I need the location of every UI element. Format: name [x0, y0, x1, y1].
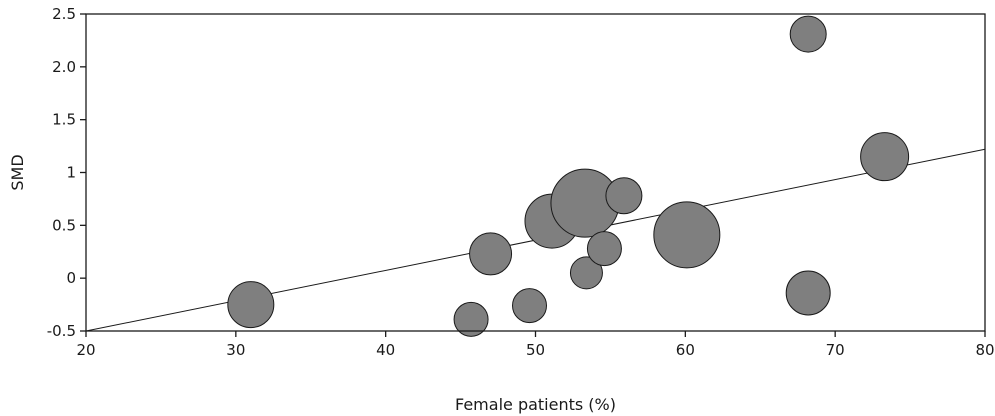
- x-tick-label: 20: [76, 341, 95, 359]
- bubble-12: [785, 270, 831, 316]
- y-tick-label: -0.5: [47, 322, 76, 340]
- y-tick-label: 1.5: [52, 111, 76, 129]
- bubble-10: [653, 201, 721, 269]
- bubble-8: [586, 231, 622, 267]
- x-tick-label: 80: [975, 341, 994, 359]
- x-axis-title: Female patients (%): [455, 395, 616, 414]
- bubble-1: [227, 281, 275, 329]
- bubbles: [227, 15, 910, 337]
- bubble-3: [469, 232, 513, 276]
- bubble-13: [860, 132, 910, 182]
- bubble-11: [789, 15, 827, 53]
- bubble-7: [569, 256, 603, 290]
- y-tick-label: 0: [66, 269, 76, 287]
- plot-frame: [85, 13, 986, 332]
- bubble-4: [512, 288, 548, 324]
- y-axis-ticks: -0.5 0 0.5 1 1.5 2.0 2.5: [47, 5, 86, 340]
- y-tick-label: 2.5: [52, 5, 76, 23]
- bubble-9: [605, 177, 643, 215]
- x-tick-label: 70: [826, 341, 845, 359]
- y-tick-label: 0.5: [52, 216, 76, 234]
- x-tick-label: 30: [226, 341, 245, 359]
- bubble-2: [453, 301, 489, 337]
- y-tick-label: 2.0: [52, 58, 76, 76]
- y-tick-label: 1: [66, 164, 76, 182]
- y-axis-title: SMD: [8, 154, 27, 190]
- x-tick-label: 50: [526, 341, 545, 359]
- x-axis-ticks: 20 30 40 50 60 70 80: [76, 331, 995, 359]
- x-tick-label: 60: [676, 341, 695, 359]
- x-tick-label: 40: [376, 341, 395, 359]
